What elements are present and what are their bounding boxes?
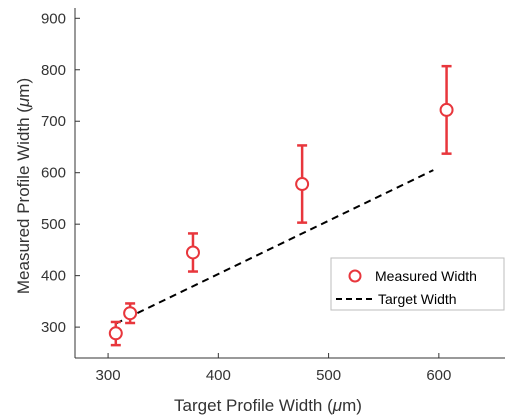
x-tick-label: 400	[206, 367, 231, 384]
axes	[74, 8, 505, 359]
data-point	[108, 326, 123, 341]
y-tick-label: 400	[41, 268, 66, 285]
legend-marker-measured	[348, 269, 362, 283]
legend-label-measured: Measured Width	[375, 268, 477, 284]
target-width-line	[115, 169, 434, 325]
y-tick-label: 900	[41, 10, 66, 27]
y-tick-label: 300	[41, 319, 66, 336]
x-tick-label: 500	[316, 367, 341, 384]
series-lines	[115, 169, 434, 325]
y-tick-label: 600	[41, 165, 66, 182]
legend: Measured Width Target Width	[330, 257, 505, 311]
data-point	[295, 177, 310, 192]
legend-label-target: Target Width	[378, 291, 457, 307]
data-point	[123, 306, 138, 321]
legend-box	[330, 257, 505, 311]
x-axis-title: Target Profile Width (μm)	[174, 396, 362, 415]
y-axis-title: Measured Profile Width (μm)	[14, 78, 33, 294]
series-points	[108, 64, 454, 347]
y-tick-label: 800	[41, 62, 66, 79]
x-ticks: 300 400 500 600	[96, 353, 451, 384]
y-tick-label: 700	[41, 113, 66, 130]
data-point	[185, 245, 200, 260]
data-point	[439, 102, 454, 117]
y-tick-label: 500	[41, 216, 66, 233]
x-tick-label: 600	[426, 367, 451, 384]
x-tick-label: 300	[96, 367, 121, 384]
y-ticks: 300 400 500 600 700 800 900	[41, 10, 80, 336]
